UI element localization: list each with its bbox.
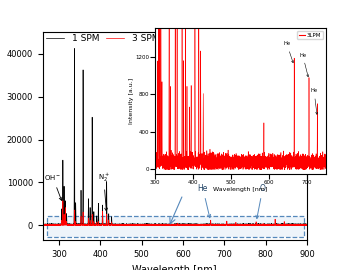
Line: 1 SPM: 1 SPM xyxy=(43,49,307,225)
3 SPM xyxy=(229,223,234,227)
Text: He: He xyxy=(198,184,211,218)
1 SPM xyxy=(72,47,76,50)
3 SPM xyxy=(305,224,309,227)
Text: N$_2^+$: N$_2^+$ xyxy=(98,172,110,211)
1 SPM xyxy=(51,224,56,227)
1 SPM xyxy=(264,223,268,226)
3 SPM xyxy=(158,223,162,227)
1 SPM xyxy=(113,223,117,227)
Legend: 3LPM: 3LPM xyxy=(297,31,323,39)
3 SPM xyxy=(41,224,45,227)
3 SPM xyxy=(136,223,140,227)
Text: He: He xyxy=(299,53,309,77)
3 SPM xyxy=(42,224,46,227)
1 SPM xyxy=(41,223,45,226)
Text: O: O xyxy=(256,184,266,218)
Legend: 1 SPM, 3 SPM: 1 SPM, 3 SPM xyxy=(43,30,163,46)
Y-axis label: Intensity [a.u.]: Intensity [a.u.] xyxy=(129,78,134,124)
3 SPM xyxy=(264,223,268,227)
1 SPM xyxy=(305,223,309,226)
Bar xyxy=(47,216,303,237)
Line: 3 SPM: 3 SPM xyxy=(43,201,307,225)
Text: He: He xyxy=(283,41,294,63)
1 SPM xyxy=(158,223,162,227)
Y-axis label: Intensity [a.u.]: Intensity [a.u.] xyxy=(0,100,1,172)
1 SPM xyxy=(229,222,234,226)
X-axis label: Wavelength [nm]: Wavelength [nm] xyxy=(213,187,268,192)
1 SPM xyxy=(86,221,90,224)
3 SPM xyxy=(61,199,65,202)
3 SPM xyxy=(86,223,90,226)
Text: OH$^-$: OH$^-$ xyxy=(44,173,62,200)
1 SPM xyxy=(136,223,140,226)
X-axis label: Wavelength [nm]: Wavelength [nm] xyxy=(132,265,217,270)
3 SPM xyxy=(113,224,117,227)
Text: He: He xyxy=(311,88,318,114)
